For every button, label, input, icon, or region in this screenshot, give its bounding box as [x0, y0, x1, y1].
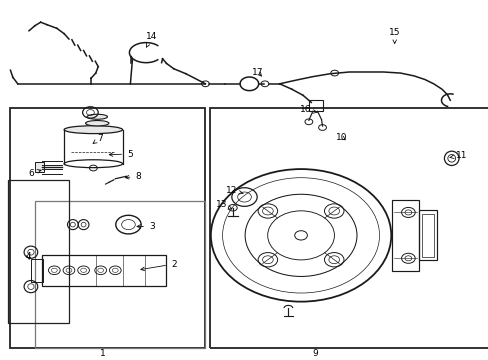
Text: 9: 9: [312, 349, 317, 358]
Text: 2: 2: [141, 260, 176, 271]
Ellipse shape: [87, 114, 107, 119]
Bar: [10, 108, 205, 348]
Text: 12: 12: [225, 186, 243, 195]
Text: 14: 14: [146, 32, 157, 47]
Text: 17: 17: [252, 68, 264, 77]
Text: 1: 1: [100, 349, 106, 358]
Bar: [210, 108, 488, 348]
Text: 10: 10: [336, 133, 347, 142]
Text: 15: 15: [388, 28, 400, 44]
Text: 7: 7: [93, 134, 102, 143]
Text: 3: 3: [137, 222, 154, 231]
Bar: [35, 162, 43, 172]
Text: 8: 8: [125, 172, 141, 181]
Bar: [35, 201, 205, 348]
Text: 11: 11: [449, 151, 466, 160]
Text: 16: 16: [300, 105, 317, 114]
Text: 5: 5: [109, 149, 133, 158]
Text: 13: 13: [216, 201, 231, 210]
Bar: [421, 214, 433, 257]
Text: 4: 4: [26, 252, 31, 261]
Bar: [391, 199, 418, 271]
Bar: [8, 180, 69, 323]
Bar: [418, 210, 436, 260]
Bar: [42, 255, 166, 285]
Ellipse shape: [64, 126, 122, 134]
Text: 6: 6: [28, 169, 41, 178]
Bar: [31, 258, 43, 282]
Ellipse shape: [85, 121, 109, 126]
Bar: [308, 100, 322, 111]
